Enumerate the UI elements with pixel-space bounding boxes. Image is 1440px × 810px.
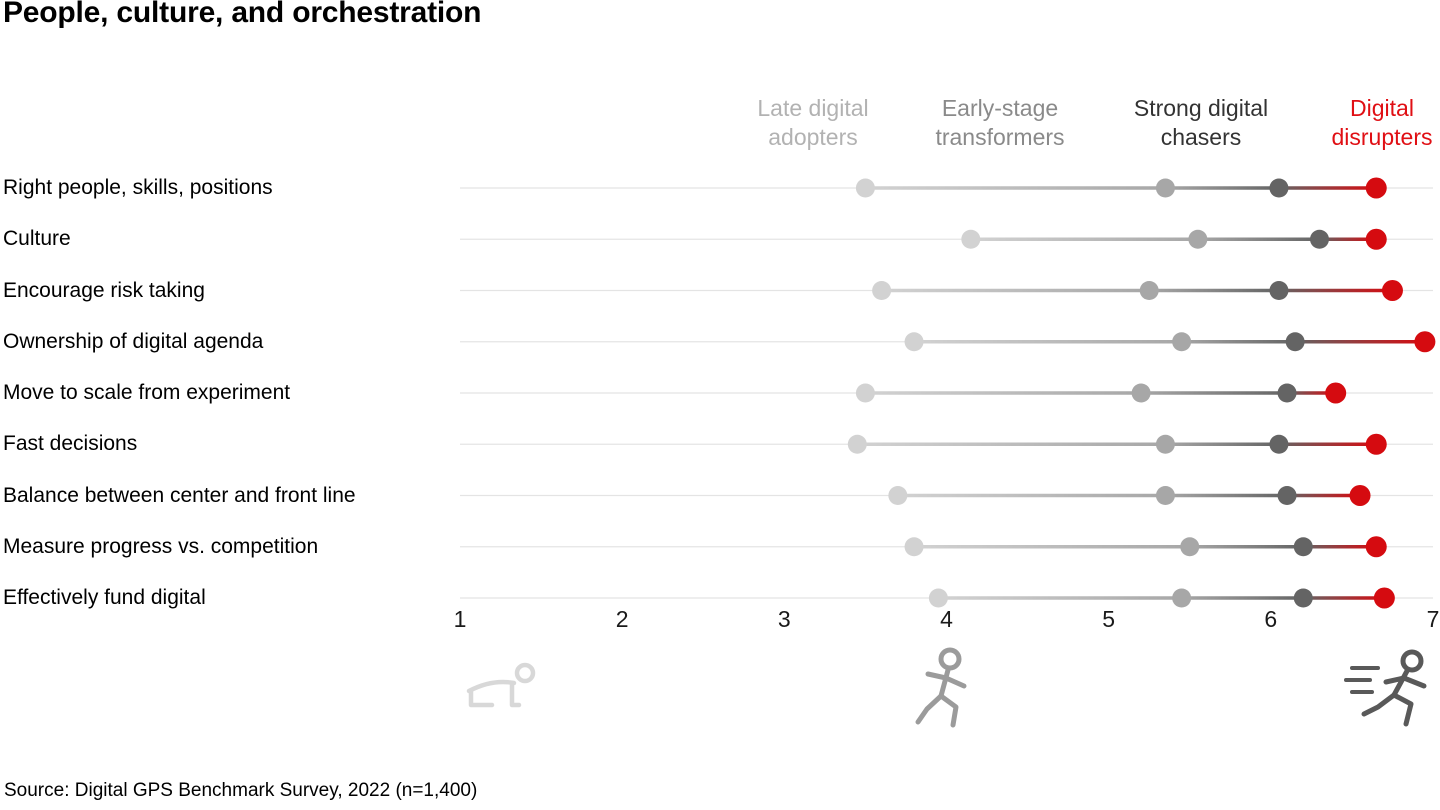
dot-early-stage-transformers [1131,383,1151,403]
crawling-person-icon [466,662,536,708]
dot-digital-disrupters [1365,228,1387,250]
legend-digital-disrupters: Digital disrupters [1331,95,1433,150]
dot-digital-disrupters [1373,587,1395,609]
dot-digital-disrupters [1381,280,1403,301]
row-label-move-to-scale: Move to scale from experiment [3,381,291,404]
dot-early-stage-transformers [1155,434,1175,454]
row-label-measure-progress: Measure progress vs. competition [3,534,319,558]
dot-late-digital-adopters [872,281,892,300]
page-title: People, culture, and orchestration [3,0,482,29]
legend-late-digital-adopters: Late digital adopters [757,95,869,150]
row-label-culture: Culture [3,227,71,251]
x-tick-3: 3 [777,606,791,632]
dot-strong-digital-chasers [1293,588,1313,608]
dot-early-stage-transformers [1155,178,1175,198]
dot-digital-disrupters [1349,485,1371,506]
dot-digital-disrupters [1365,536,1387,558]
dot-late-digital-adopters [928,588,948,608]
x-tick-5: 5 [1102,606,1116,632]
running-person-icon [915,647,967,728]
x-tick-1: 1 [453,606,467,632]
row-label-effectively-fund-digital: Effectively fund digital [3,586,206,609]
dot-late-digital-adopters [855,178,875,198]
dot-early-stage-transformers [1188,229,1208,249]
dot-early-stage-transformers [1172,332,1192,352]
dot-late-digital-adopters [904,537,924,557]
dot-strong-digital-chasers [1285,332,1305,352]
x-tick-4: 4 [940,606,953,632]
dot-late-digital-adopters [888,486,908,505]
dot-late-digital-adopters [855,383,875,403]
legend-strong-digital-chasers: Strong digital chasers [1133,95,1269,150]
dot-strong-digital-chasers [1309,229,1329,249]
row-label-ownership-digital-agenda: Ownership of digital agenda [3,329,264,353]
dot-early-stage-transformers [1180,537,1200,557]
dot-strong-digital-chasers [1277,383,1297,403]
dot-digital-disrupters [1365,177,1387,199]
dot-strong-digital-chasers [1293,537,1313,557]
sprinting-person-icon [1344,649,1427,727]
source-note: Source: Digital GPS Benchmark Survey, 20… [4,780,478,801]
dot-early-stage-transformers [1172,588,1192,608]
dot-strong-digital-chasers [1269,178,1289,198]
dot-early-stage-transformers [1155,486,1175,505]
dot-late-digital-adopters [961,229,981,249]
dot-digital-disrupters [1414,331,1436,353]
dot-digital-disrupters [1325,382,1347,404]
x-tick-7: 7 [1426,606,1440,632]
x-tick-2: 2 [615,606,629,632]
legend-early-stage-transformers: Early-stage transformers [935,95,1065,150]
dot-strong-digital-chasers [1269,434,1289,454]
row-label-right-people: Right people, skills, positions [3,176,273,199]
dot-strong-digital-chasers [1269,281,1289,300]
dot-late-digital-adopters [847,434,867,454]
row-label-encourage-risk-taking: Encourage risk taking [3,278,205,302]
row-label-fast-decisions: Fast decisions [3,432,138,456]
dot-strong-digital-chasers [1277,486,1297,505]
x-tick-6: 6 [1264,606,1278,632]
dot-digital-disrupters [1365,433,1387,455]
row-label-balance-center-front-line: Balance between center and front line [3,483,356,507]
dot-late-digital-adopters [904,332,924,352]
dot-early-stage-transformers [1139,281,1159,300]
